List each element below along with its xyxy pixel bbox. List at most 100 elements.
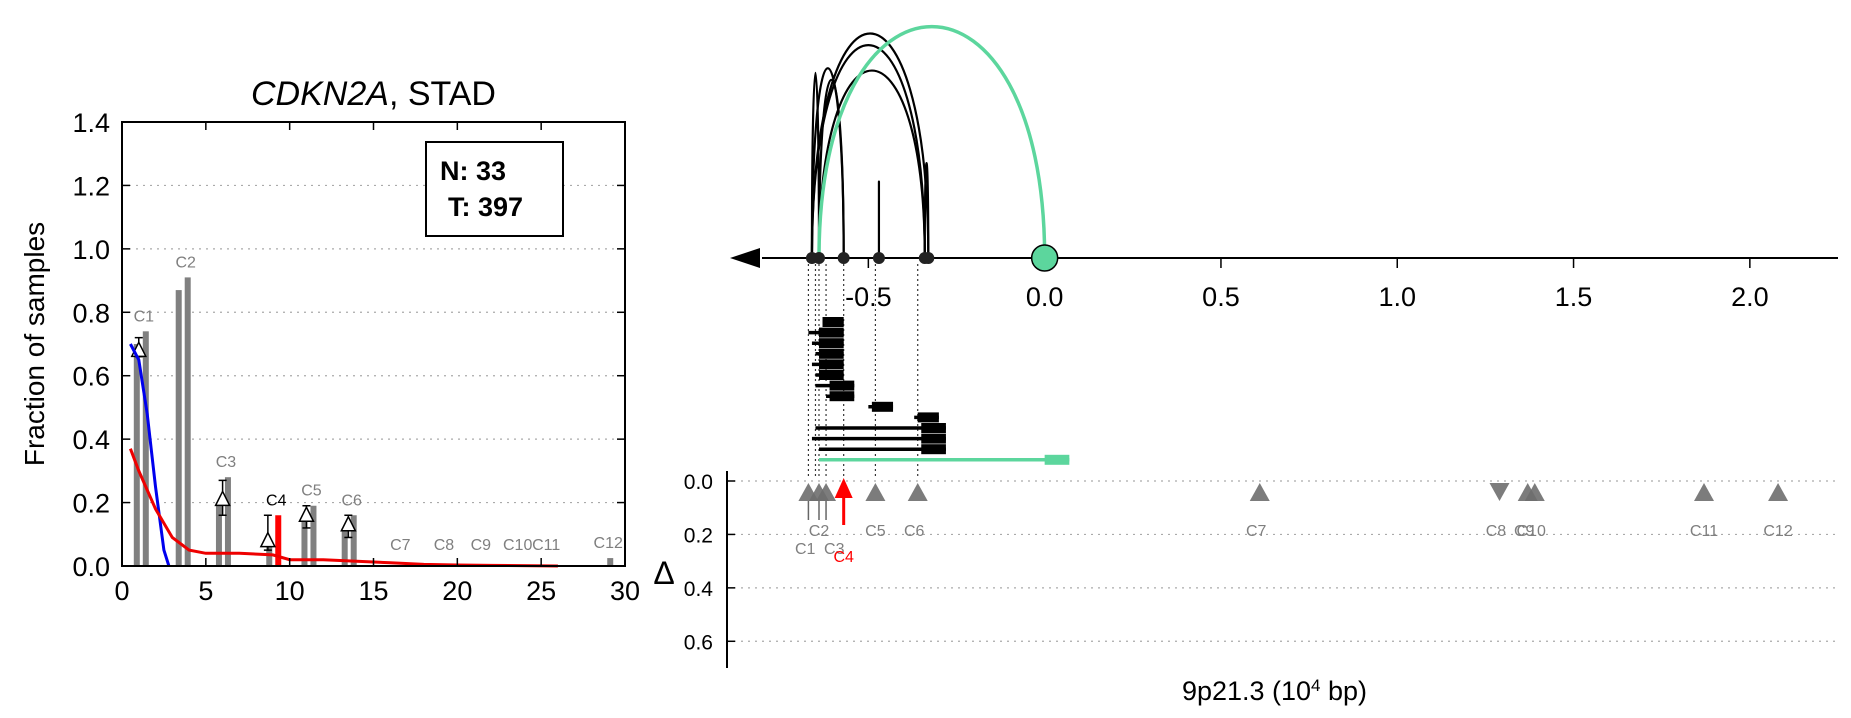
genome-tick-label: -0.5: [845, 282, 892, 312]
delta-tick-label: 0.6: [684, 631, 713, 654]
marker-c12: [1768, 483, 1789, 501]
y-tick-label: 0.8: [72, 298, 110, 328]
splice-arc: [817, 79, 845, 259]
bar-normal-c1: [133, 344, 140, 566]
bar-tumor-c1: [142, 331, 149, 566]
tumor-fit-curve: [128, 448, 558, 568]
bar-tumor-c4: [275, 515, 282, 566]
transcript-exon: [818, 338, 844, 349]
legend-tumor-count: T: 397: [448, 192, 523, 222]
bar-tumor-c2: [184, 277, 191, 566]
bar-label-c3: C3: [216, 454, 237, 471]
transcript-exon: [921, 423, 946, 433]
splice-arc: [923, 162, 930, 259]
marker-c11: [1694, 483, 1715, 501]
junction-node: [922, 252, 935, 264]
y-tick-label: 0.6: [72, 362, 110, 392]
delta-tick-label: 0.2: [684, 524, 713, 547]
x-tick-label: 25: [526, 576, 556, 606]
x-tick-label: 0: [114, 576, 129, 606]
strand-arrow-icon: [730, 248, 760, 268]
delta-marker: [340, 515, 357, 532]
transcript-exon-novel: [1044, 454, 1070, 465]
bar-label-c9: C9: [471, 537, 492, 554]
delta-tick-label: 0.0: [684, 471, 713, 494]
genome-tick-label: 1.5: [1555, 282, 1593, 312]
bar-label-c6: C6: [341, 492, 362, 509]
transcript-exon: [818, 359, 844, 370]
x-tick-label: 20: [442, 576, 472, 606]
junction-node: [872, 252, 885, 264]
marker-label-c11: C11: [1690, 523, 1718, 540]
bar-label-c10: C10: [503, 537, 532, 554]
marker-c4-highlight: [834, 478, 853, 498]
bar-label-c1: C1: [134, 308, 155, 325]
y-tick-label: 1.0: [72, 235, 110, 265]
marker-label-c2: C2: [809, 523, 830, 540]
bar-normal-c2: [175, 290, 182, 566]
transcript-exon: [921, 444, 946, 455]
marker-label-c9: C9: [1514, 523, 1535, 540]
bar-label-c12: C12: [594, 535, 623, 552]
junction-node: [812, 252, 825, 264]
y-tick-label: 0.2: [72, 489, 110, 519]
bar-label-c4: C4: [266, 492, 287, 509]
bar-tumor-c6: [350, 515, 357, 566]
splice-arc: [817, 69, 926, 259]
chart-title-rest: , STAD: [389, 75, 496, 113]
y-tick-label: 0.4: [72, 425, 110, 455]
delta-marker: [214, 489, 231, 507]
delta-axis-label: Δ: [653, 555, 674, 591]
marker-label-c6: C6: [904, 523, 925, 540]
junction-node: [837, 252, 850, 264]
delta-marker: [298, 505, 315, 523]
transcript-exon: [917, 412, 939, 423]
transcript-exon: [818, 348, 844, 359]
transcript-exon: [921, 433, 946, 444]
normal-fit-curve: [129, 343, 171, 567]
transcript-exon: [871, 401, 894, 412]
bar-normal-c3: [215, 502, 222, 566]
genome-tick-label: 2.0: [1731, 282, 1769, 312]
y-tick-label: 0.0: [72, 552, 110, 582]
bar-normal-c5: [301, 515, 308, 566]
transcript-exon: [818, 327, 844, 338]
marker-label-c10: C10: [1517, 523, 1546, 540]
x-tick-label: 10: [275, 576, 305, 606]
delta-marker: [259, 530, 277, 548]
bar-label-c5: C5: [301, 483, 322, 500]
bar-tumor-c12: [607, 558, 614, 566]
transcript-exon: [829, 391, 855, 402]
bar-normal-c4: [266, 546, 273, 566]
bar-normal-c6: [341, 527, 348, 566]
genome-tick-label: 0.5: [1202, 282, 1240, 312]
bar-label-c7: C7: [390, 537, 411, 554]
x-tick-label: 5: [198, 576, 213, 606]
chart-title-gene: CDKN2A: [251, 75, 389, 113]
marker-label-c3: C3: [824, 541, 845, 558]
marker-label-c5: C5: [865, 523, 886, 540]
bar-tumor-c3: [224, 477, 231, 566]
genome-tick-label: 0.0: [1026, 282, 1064, 312]
marker-label-c7: C7: [1246, 523, 1267, 540]
delta-tick-label: 0.4: [684, 578, 714, 601]
marker-label-c8: C8: [1486, 523, 1507, 540]
splice-arc: [810, 72, 821, 259]
marker-label-c1: C1: [795, 541, 816, 558]
marker-c6: [907, 483, 928, 501]
y-tick-label: 1.2: [72, 171, 110, 201]
marker-c3: [816, 483, 837, 501]
bar-label-c8: C8: [434, 537, 455, 554]
transcript-exon: [818, 370, 844, 380]
x-tick-label: 30: [610, 576, 640, 606]
marker-label-c12: C12: [1763, 523, 1792, 540]
y-tick-label: 1.4: [72, 108, 110, 138]
splice-arc: [810, 44, 926, 259]
junction-node-novel: [1030, 244, 1059, 272]
x-tick-label: 15: [358, 576, 388, 606]
genome-axis-label: 9p21.3 (104 bp): [1182, 676, 1367, 707]
bar-label-c2: C2: [175, 254, 196, 271]
bar-label-c11: C11: [532, 537, 560, 554]
marker-c8: [1489, 483, 1510, 501]
